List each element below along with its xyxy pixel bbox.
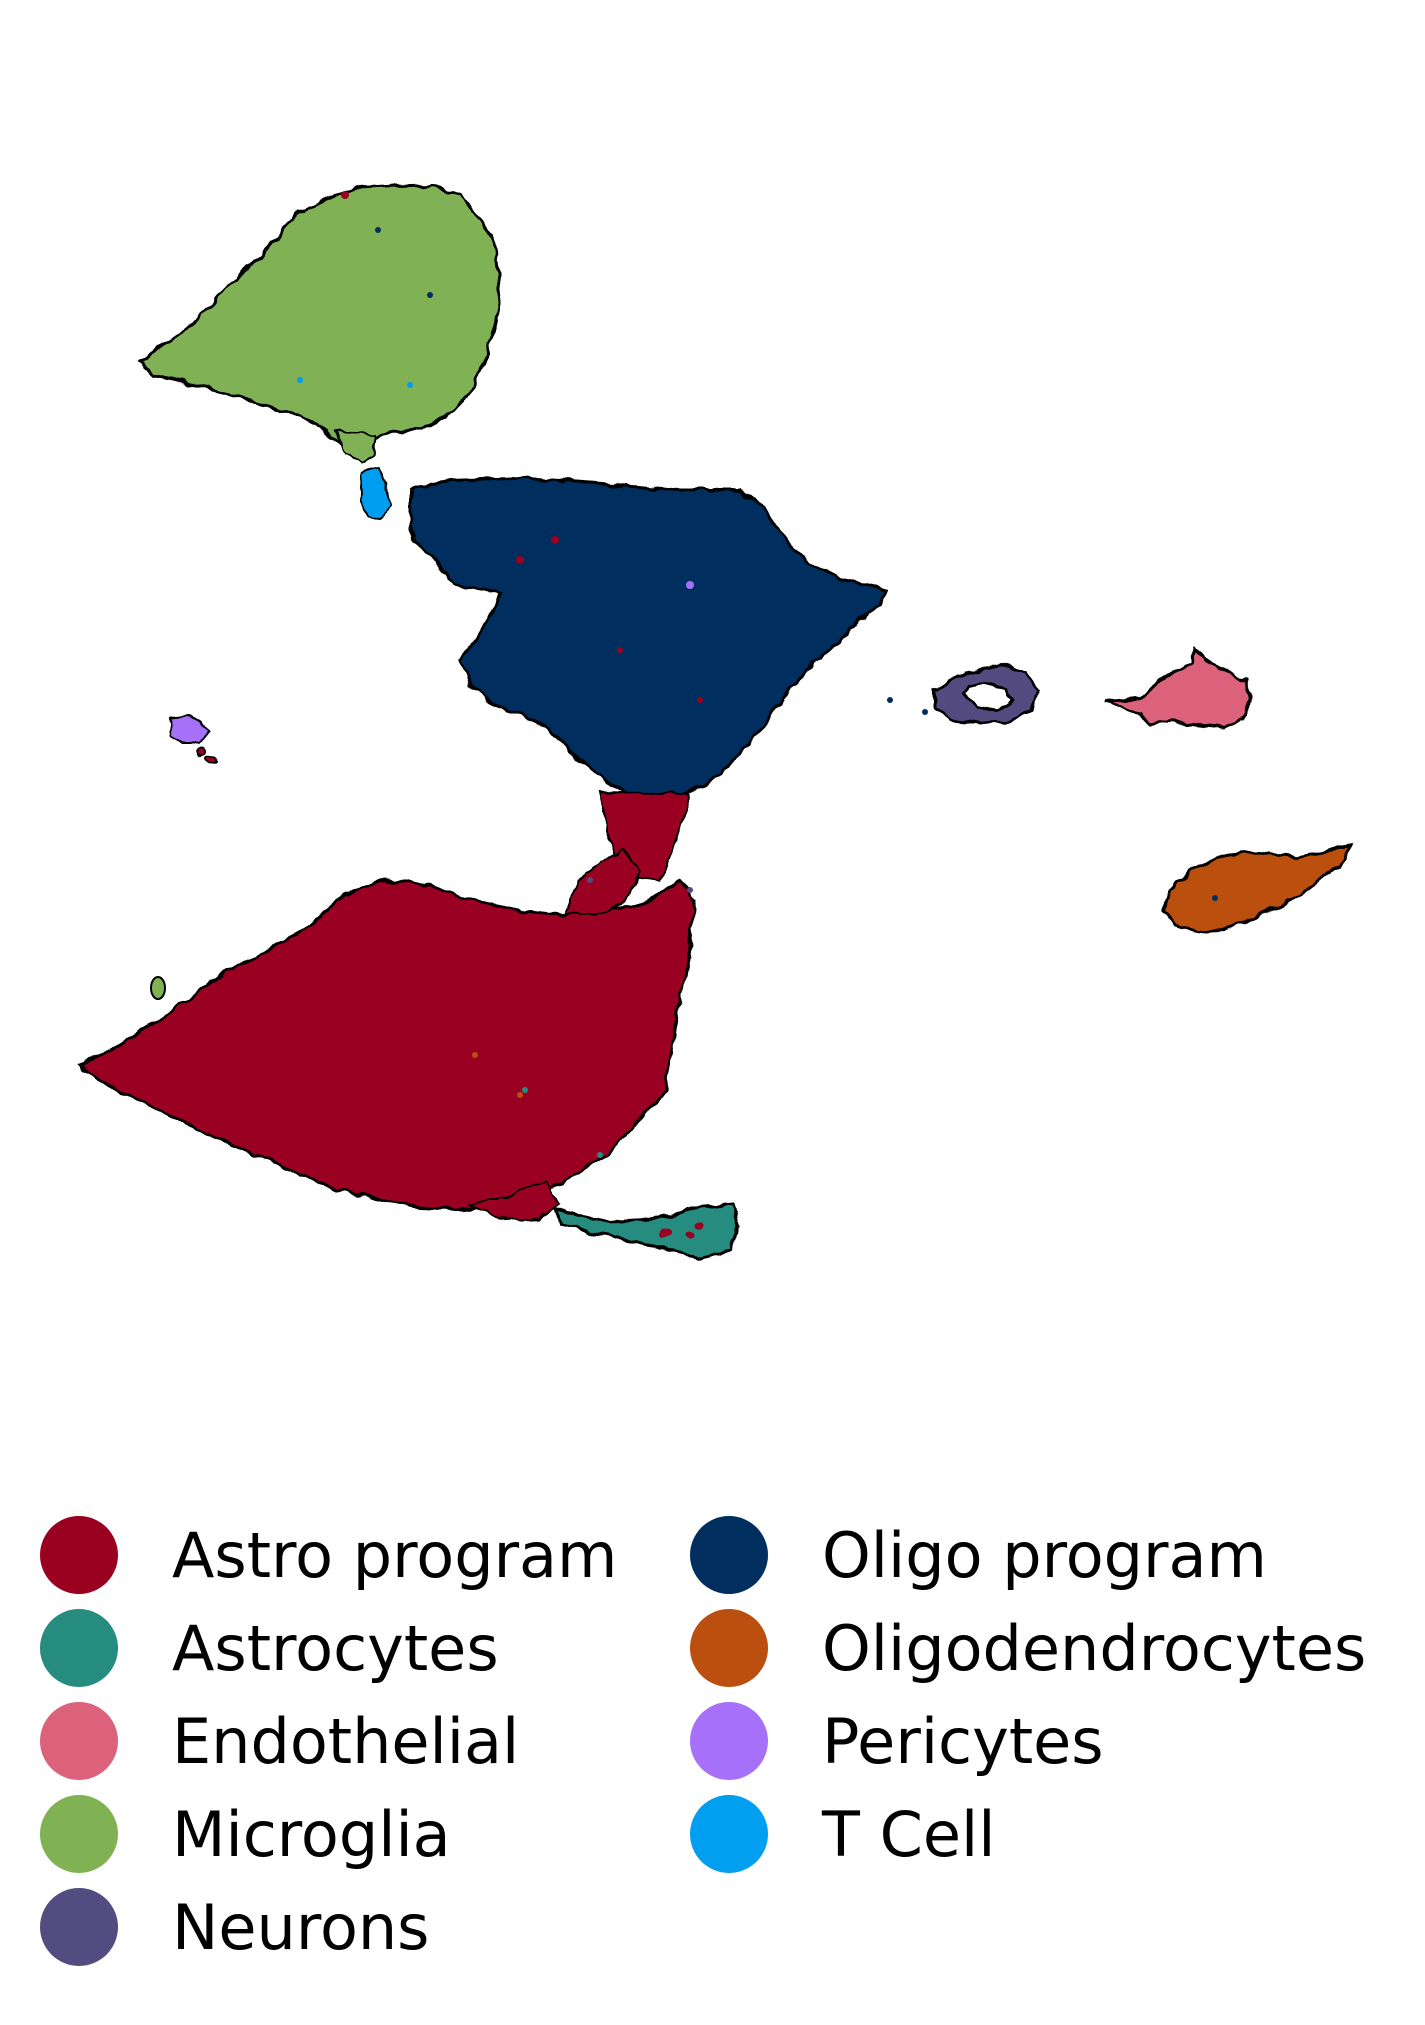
cluster-oligodendrocytes bbox=[1163, 842, 1353, 934]
cluster-astro-program-body bbox=[77, 877, 697, 1212]
legend-item: Astrocytes bbox=[40, 1608, 499, 1688]
legend-item: Astro program bbox=[40, 1515, 617, 1595]
legend-swatch bbox=[40, 1702, 118, 1780]
cluster-microglia-body bbox=[137, 183, 502, 452]
speck bbox=[375, 227, 381, 233]
legend-swatch bbox=[40, 1609, 118, 1687]
speck bbox=[427, 292, 433, 298]
cluster-astrocytes-body bbox=[552, 1203, 740, 1260]
legend-label: Microglia bbox=[172, 1797, 451, 1871]
legend-label: Oligodendrocytes bbox=[822, 1611, 1367, 1685]
cluster-pericytes bbox=[168, 714, 217, 765]
scatter-specks bbox=[297, 191, 1218, 1158]
cluster-astro-program-lower-spur bbox=[466, 1178, 562, 1222]
cluster-neurons bbox=[933, 663, 1040, 727]
cluster-astrocytes-fleck bbox=[696, 1221, 704, 1229]
speck bbox=[522, 1087, 528, 1093]
legend-item: Endothelial bbox=[40, 1701, 519, 1781]
legend-label: Pericytes bbox=[822, 1704, 1104, 1778]
cluster-pericytes-body bbox=[168, 714, 210, 743]
cluster-oligo-program bbox=[408, 476, 887, 882]
speck bbox=[587, 877, 593, 883]
legend-swatch bbox=[690, 1516, 768, 1594]
cluster-pericytes-satellite bbox=[196, 746, 208, 758]
speck bbox=[617, 647, 623, 653]
legend-label: T Cell bbox=[822, 1797, 996, 1871]
cluster-astrocytes-fleck bbox=[686, 1232, 694, 1240]
legend-swatch bbox=[690, 1795, 768, 1873]
legend-swatch bbox=[40, 1795, 118, 1873]
legend-label: Neurons bbox=[172, 1890, 430, 1964]
cluster-microglia-outlier bbox=[150, 976, 166, 1000]
cluster-t-cell bbox=[358, 466, 392, 520]
cluster-microglia bbox=[137, 183, 502, 464]
speck bbox=[1212, 895, 1218, 901]
cluster-astro-program bbox=[77, 848, 697, 1222]
legend-item: Microglia bbox=[40, 1794, 451, 1874]
legend-item: Neurons bbox=[40, 1887, 429, 1967]
legend-swatch bbox=[690, 1702, 768, 1780]
speck bbox=[516, 556, 524, 564]
cluster-astrocytes-fleck bbox=[660, 1227, 670, 1237]
cluster-oligodendrocytes-body bbox=[1163, 842, 1353, 934]
legend: Astro program Astrocytes Endothelial Microg… bbox=[40, 1515, 1420, 2005]
legend-item: Pericytes bbox=[690, 1701, 1104, 1781]
legend-label: Astrocytes bbox=[172, 1611, 499, 1685]
speck bbox=[517, 1092, 523, 1098]
cluster-endothelial-body bbox=[1104, 644, 1252, 730]
cluster-astrocytes bbox=[552, 1203, 740, 1260]
cluster-endothelial bbox=[1104, 644, 1252, 730]
speck bbox=[407, 382, 413, 388]
umap-scatter-plot bbox=[77, 183, 1353, 1260]
speck bbox=[697, 697, 703, 703]
legend-swatch bbox=[40, 1516, 118, 1594]
speck bbox=[597, 1152, 603, 1158]
speck bbox=[922, 709, 928, 715]
speck bbox=[297, 377, 303, 383]
speck bbox=[887, 697, 893, 703]
legend-label: Oligo program bbox=[822, 1518, 1267, 1592]
cluster-pericytes-satellite bbox=[207, 755, 217, 765]
cluster-oligo-program-body bbox=[408, 476, 887, 802]
speck bbox=[687, 887, 693, 893]
legend-label: Endothelial bbox=[172, 1704, 520, 1778]
speck bbox=[686, 581, 694, 589]
legend-item: Oligo program bbox=[690, 1515, 1267, 1595]
legend-item: T Cell bbox=[690, 1794, 995, 1874]
legend-label: Astro program bbox=[172, 1518, 618, 1592]
cluster-microglia-neck bbox=[333, 430, 377, 464]
legend-item: Oligodendrocytes bbox=[690, 1608, 1366, 1688]
speck bbox=[472, 1052, 478, 1058]
cluster-microglia-outlier-dot bbox=[150, 976, 166, 1000]
legend-swatch bbox=[40, 1888, 118, 1966]
cluster-t-cell-body bbox=[358, 466, 392, 520]
legend-swatch bbox=[690, 1609, 768, 1687]
cluster-neurons-ring bbox=[933, 663, 1040, 727]
cluster-astro-program-arm bbox=[563, 848, 642, 917]
speck bbox=[551, 536, 559, 544]
speck bbox=[341, 191, 349, 199]
